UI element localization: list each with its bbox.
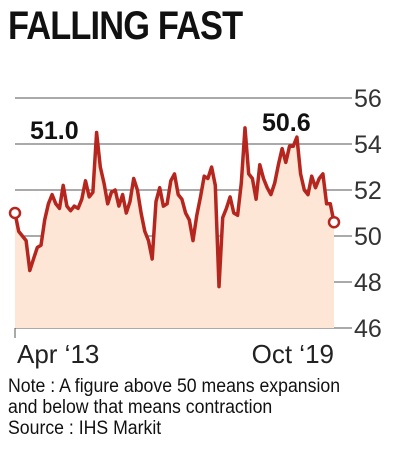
end-point-marker [327,215,341,229]
y-tick-labels: 56 54 52 50 48 46 [354,85,382,343]
footer-notes: Note : A figure above 50 means expansion… [8,376,398,439]
y-tick-label: 52 [354,177,382,205]
annotations: 51.0 50.6 [30,109,311,145]
chart-marks [8,206,341,229]
chart-title: FALLING FAST [8,4,243,48]
line-chart: 56 54 52 50 48 46 Apr ‘13 Oct ‘19 51.0 50.6 [8,85,382,369]
note-line-1: Note : A figure above 50 means expansion [8,376,341,397]
annotation-start-value: 51.0 [30,117,79,145]
note-line-2: and below that means contraction [8,397,273,418]
end-point-marker [8,206,22,220]
series-line [13,126,336,289]
y-tick-label: 48 [354,269,382,297]
y-tick-label: 50 [354,223,382,251]
x-label-start: Apr ‘13 [17,339,99,369]
annotation-end-value: 50.6 [262,109,311,137]
y-tick-label: 54 [354,131,382,159]
y-tick-label: 46 [354,315,382,343]
x-axis-labels: Apr ‘13 Oct ‘19 [17,339,334,369]
x-label-end: Oct ‘19 [252,339,334,369]
source-line: Source : IHS Markit [8,418,162,439]
y-tick-label: 56 [354,85,382,113]
